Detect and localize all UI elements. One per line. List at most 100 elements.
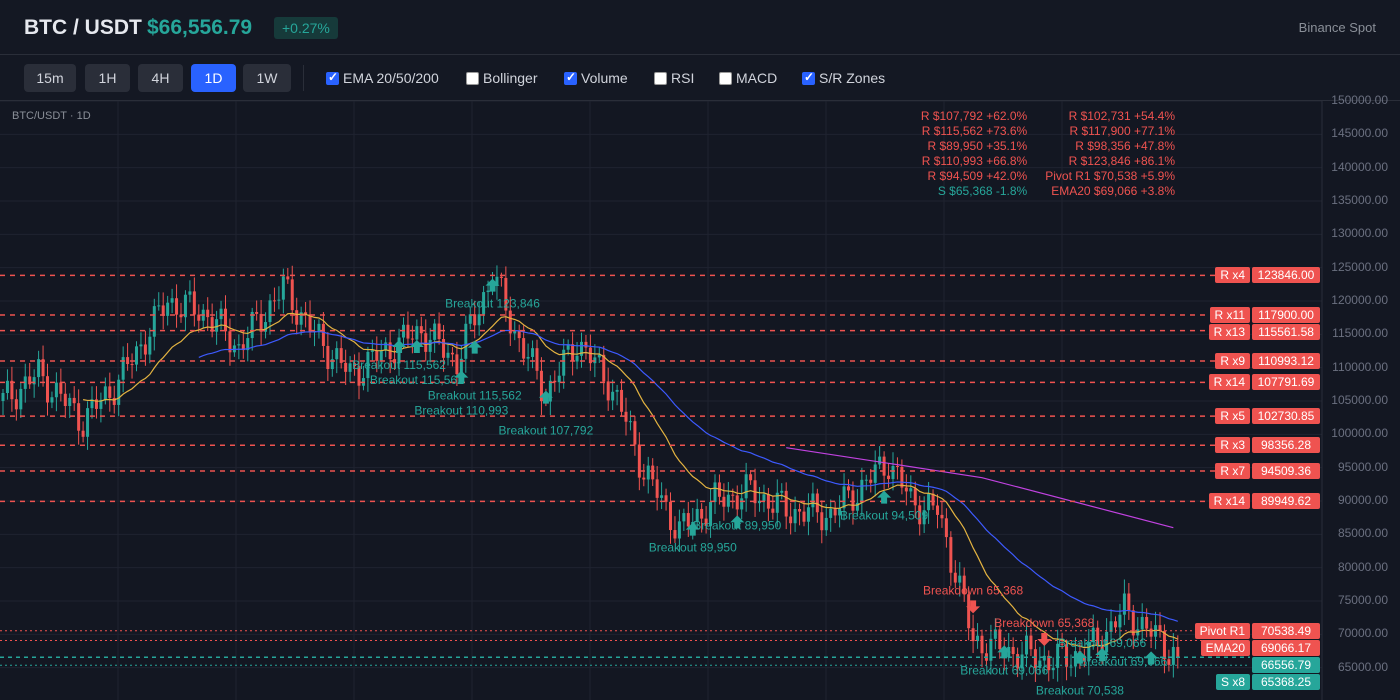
candle-down: [971, 628, 975, 642]
level-label-tag: R x5: [1215, 408, 1250, 425]
candle-up: [384, 342, 388, 351]
candle-up: [762, 494, 766, 501]
candle-down: [375, 350, 379, 361]
toggle-sr-zones-label: S/R Zones: [819, 70, 886, 86]
candle-down: [504, 277, 508, 311]
candle-up: [677, 521, 681, 539]
candle-up: [23, 376, 27, 389]
candle-up: [219, 308, 223, 320]
candle-down: [290, 279, 294, 311]
candle-down: [59, 382, 63, 394]
candle-down: [624, 411, 628, 422]
candle-up: [824, 517, 828, 531]
level-price-tag: 98356.28: [1252, 437, 1320, 454]
toggle-volume[interactable]: Volume: [564, 70, 628, 86]
candle-up: [958, 575, 962, 583]
ema50-line: [198, 329, 1178, 622]
candle-up: [575, 355, 579, 362]
candle-down: [175, 298, 179, 315]
candle-up: [482, 292, 486, 315]
candle-down: [81, 430, 85, 437]
checkbox-icon[interactable]: [719, 71, 732, 85]
candle-down: [539, 370, 543, 402]
toggle-macd[interactable]: MACD: [719, 70, 777, 86]
checkbox-icon[interactable]: [564, 70, 577, 85]
candle-down: [286, 276, 290, 280]
timeframe-4h[interactable]: 4H: [138, 64, 183, 92]
candle-up: [709, 502, 713, 526]
candle-down: [130, 364, 134, 366]
signal-label: Breakout 69,066: [1079, 654, 1167, 668]
candle-down: [851, 490, 855, 511]
arrow-up-icon: [538, 390, 553, 404]
candle-up: [646, 465, 650, 480]
timeframe-1d[interactable]: 1D: [191, 64, 236, 92]
candle-down: [508, 310, 512, 334]
candle-down: [980, 635, 984, 654]
candle-down: [63, 393, 67, 406]
candle-down: [998, 629, 1002, 650]
candle-up: [264, 322, 268, 332]
candle-up: [281, 276, 285, 300]
ema200-line: [786, 447, 1174, 529]
candle-up: [1171, 646, 1175, 665]
checkbox-icon[interactable]: [802, 70, 815, 85]
candle-down: [224, 308, 227, 332]
axis-tick-label: 135000.00: [1331, 193, 1388, 207]
candle-down: [802, 511, 806, 522]
toolbar: 15m 1H 4H 1D 1W EMA 20/50/200 Bollinger …: [0, 55, 1400, 101]
candle-down: [112, 397, 116, 405]
level-label-tag: R x7: [1215, 462, 1250, 479]
checkbox-icon[interactable]: [654, 71, 667, 85]
candle-up: [682, 513, 686, 522]
candle-down: [904, 487, 908, 492]
candle-down: [295, 310, 299, 325]
checkbox-icon[interactable]: [326, 70, 339, 85]
toggle-rsi[interactable]: RSI: [654, 70, 694, 86]
axis-tick-label: 105000.00: [1331, 393, 1388, 407]
checkbox-icon[interactable]: [466, 71, 479, 85]
candle-down: [584, 341, 588, 348]
sr-summary-item: R $115,562 +73.6%: [921, 124, 1028, 138]
toggle-sr-zones[interactable]: S/R Zones: [802, 70, 885, 86]
candle-up: [117, 379, 121, 405]
candle-up: [459, 358, 463, 375]
timeframe-1h[interactable]: 1H: [85, 64, 130, 92]
candle-down: [637, 444, 641, 478]
candle-down: [1096, 627, 1100, 645]
axis-tick-label: 100000.00: [1331, 426, 1388, 441]
axis-tick-label: 90000.00: [1337, 493, 1388, 507]
signal-label: Breakout 115,562: [428, 389, 522, 403]
toggle-ema-label: EMA 20/50/200: [343, 70, 439, 86]
candle-up: [348, 363, 352, 372]
candle-up: [1042, 655, 1046, 661]
candle-up: [864, 479, 868, 481]
sr-summary-item: Pivot R1 $70,538 +5.9%: [1045, 169, 1175, 183]
candle-down: [784, 490, 788, 517]
arrow-up-icon: [685, 522, 700, 536]
candle-up: [775, 492, 779, 513]
candle-up: [593, 357, 597, 364]
timeframe-1w[interactable]: 1W: [243, 64, 291, 92]
candle-up: [415, 326, 419, 340]
candle-down: [847, 486, 850, 491]
candle-down: [895, 465, 899, 467]
timeframe-15m[interactable]: 15m: [24, 64, 76, 92]
axis-tick-label: 70000.00: [1337, 626, 1388, 641]
candle-up: [1069, 666, 1073, 668]
candle-down: [272, 300, 276, 302]
toggle-ema[interactable]: EMA 20/50/200: [326, 70, 439, 86]
candle-down: [326, 345, 330, 370]
level-label-tag: S x8: [1215, 673, 1250, 690]
candle-up: [909, 488, 913, 492]
candle-down: [900, 466, 904, 488]
candle-down: [321, 323, 325, 346]
candle-down: [651, 465, 655, 480]
toggle-bollinger[interactable]: Bollinger: [466, 70, 537, 86]
candle-up: [860, 479, 864, 503]
level-label-tag: R x11: [1209, 307, 1250, 323]
candle-down: [46, 376, 49, 403]
candle-down: [940, 514, 944, 519]
candle-up: [1, 393, 5, 401]
